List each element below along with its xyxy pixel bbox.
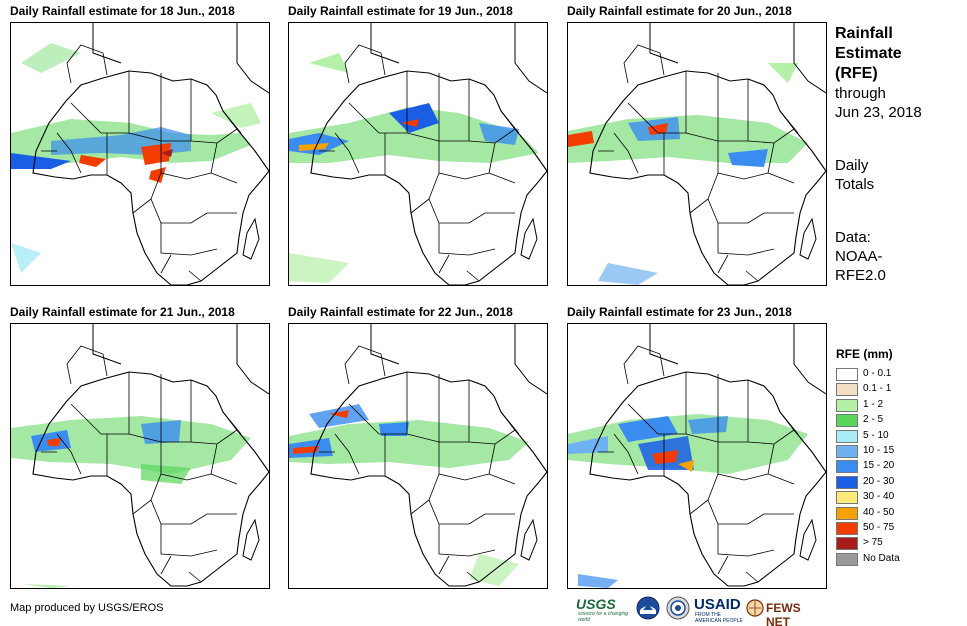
panel-title: Daily Rainfall estimate for 18 Jun., 201… [10,4,235,18]
usgs-wordmark: USGS [576,596,616,612]
legend-item: 5 - 10 [836,429,893,444]
legend-label: 15 - 20 [863,460,895,472]
noaa-icon[interactable] [636,596,660,620]
panel-title: Daily Rainfall estimate for 21 Jun., 201… [10,305,235,319]
rfe-title-line2: Estimate [835,45,902,62]
legend-item: 0 - 0.1 [836,367,893,382]
legend-label: 0.1 - 1 [863,383,892,395]
usgs-logo[interactable]: USGS science for a changing world [576,596,632,623]
legend-label: 5 - 10 [863,429,889,441]
data-source-line2: RFE2.0 [835,267,886,284]
legend-item: 1 - 2 [836,398,893,413]
fews-wordmark: FEWS NET [766,601,801,626]
legend-item: 15 - 20 [836,459,895,474]
rainfall-map[interactable] [10,323,270,589]
map-credit: Map produced by USGS/EROS [10,602,164,614]
panel-title: Daily Rainfall estimate for 19 Jun., 201… [288,4,513,18]
legend-label: 50 - 75 [863,521,895,533]
usaid-tagline: FROM THE AMERICAN PEOPLE [695,612,743,624]
rainfall-map[interactable] [288,323,548,589]
rainfall-map[interactable] [567,323,827,589]
agency-seal-icon[interactable] [666,596,690,620]
legend-item: 30 - 40 [836,490,895,505]
legend-label: > 75 [863,537,883,549]
rfe-title-line3: (RFE) [835,65,878,82]
panel-title: Daily Rainfall estimate for 20 Jun., 201… [567,4,792,18]
legend-item: 50 - 75 [836,521,895,536]
data-source-line1: NOAA- [835,248,883,265]
legend-item: > 75 [836,536,893,551]
legend-swatch [836,444,858,458]
legend-item: 0.1 - 1 [836,382,893,397]
africa-rainfall-map [11,324,269,588]
rfe-legend: RFE (mm) 0 - 0.1 0.1 - 1 1 - 2 2 - 5 5 - 10 1… [836,347,900,567]
legend-swatch [836,414,858,428]
usgs-tagline: science for a changing world [578,611,629,623]
through-label: through [835,85,886,102]
legend-label: No Data [863,552,900,564]
legend-label: 1 - 2 [863,398,884,410]
fews-globe-icon [746,599,764,617]
legend-label: 0 - 0.1 [863,368,892,379]
legend-title: RFE (mm) [836,347,893,361]
legend-label: 10 - 15 [863,444,895,456]
panel-title: Daily Rainfall estimate for 23 Jun., 201… [567,305,792,319]
totals-label: Totals [835,176,875,193]
legend-swatch [836,506,858,520]
legend-swatch [836,521,858,535]
legend-swatch [836,537,858,551]
usaid-wordmark: USAID [694,596,741,613]
africa-rainfall-map [11,23,269,285]
legend-item: 40 - 50 [836,506,895,521]
map-description: Rainfall Estimate (RFE) through Jun 23, … [835,24,960,285]
usaid-logo[interactable]: USAID FROM THE AMERICAN PEOPLE [694,596,746,624]
rainfall-map[interactable] [567,22,827,286]
legend-swatch [836,552,858,566]
legend-item: 20 - 30 [836,475,895,490]
legend-swatch [836,491,858,505]
legend-item: 2 - 5 [836,413,893,428]
legend-swatch [836,368,858,381]
legend-label: 30 - 40 [863,491,895,503]
legend-label: 40 - 50 [863,506,895,518]
panel-title: Daily Rainfall estimate for 22 Jun., 201… [288,305,513,319]
fews-net-logo[interactable]: FEWS NET [746,596,826,626]
legend-swatch [836,429,858,443]
legend-swatch [836,475,858,489]
daily-label: Daily [835,157,869,174]
rainfall-map[interactable] [10,22,270,286]
legend-swatch [836,460,858,474]
africa-rainfall-map [568,324,826,588]
africa-rainfall-map [289,23,547,285]
africa-rainfall-map [568,23,826,285]
data-label: Data: [835,229,871,246]
through-date: Jun 23, 2018 [835,104,922,121]
rfe-title-line1: Rainfall [835,25,893,42]
legend-item: 10 - 15 [836,444,895,459]
legend-swatch [836,383,858,397]
legend-label: 20 - 30 [863,475,895,487]
africa-rainfall-map [289,324,547,587]
legend-label: 2 - 5 [863,414,884,426]
rainfall-map[interactable] [288,22,548,286]
legend-item: No Data [836,552,900,567]
legend-swatch [836,398,858,412]
